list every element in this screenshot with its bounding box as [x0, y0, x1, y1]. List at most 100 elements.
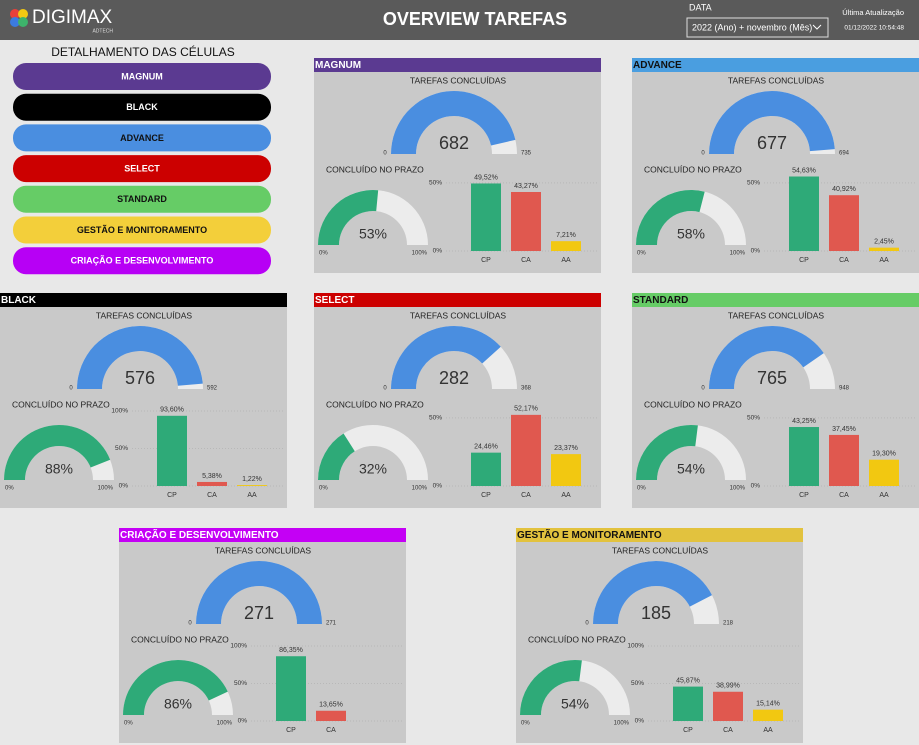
x-tick-label: CA	[839, 492, 849, 499]
update-value: 01/12/2022 10:54:48	[844, 25, 904, 32]
nav-button-label[interactable]: CRIAÇÃO E DESENVOLVIMENTO	[71, 256, 214, 266]
nav-button[interactable]	[13, 216, 271, 244]
x-tick-label: AA	[763, 727, 773, 734]
bar-value-label: 45,87%	[676, 677, 700, 684]
nav-button-label[interactable]: SELECT	[124, 163, 160, 173]
nav-button[interactable]	[13, 155, 271, 183]
x-tick-label: CP	[481, 492, 491, 499]
x-tick-label: AA	[879, 492, 889, 499]
gauge-min: 0	[383, 151, 387, 157]
gauge-min: 0%	[319, 486, 328, 492]
gauge-fill	[3, 424, 111, 480]
bar-value-label: 7,21%	[556, 232, 576, 239]
bar	[471, 452, 501, 486]
gauge-min: 0	[585, 621, 589, 627]
gauge-fill	[391, 325, 501, 389]
nav-button-label[interactable]: BLACK	[126, 102, 158, 112]
bar	[237, 485, 267, 486]
bar	[713, 691, 743, 721]
bar-value-label: 13,65%	[319, 702, 343, 709]
nav-button[interactable]	[13, 247, 271, 275]
x-tick-label: AA	[561, 257, 571, 264]
gauge-fill	[636, 190, 705, 245]
y-tick-label: 100%	[627, 643, 644, 650]
gauge-fill	[123, 659, 228, 715]
dropdown-arrow[interactable]	[812, 24, 822, 30]
prazo-label: CONCLUÍDO NO PRAZO	[528, 634, 626, 644]
gauge-max: 100%	[412, 486, 428, 492]
gauge-max: 100%	[412, 251, 428, 257]
x-tick-label: AA	[879, 257, 889, 264]
gauge-max: 592	[207, 386, 218, 392]
x-tick-label: CP	[799, 492, 809, 499]
header-title: OVERVIEW TAREFAS	[383, 9, 567, 29]
gauge-value: 185	[641, 603, 671, 623]
bar-value-label: 86,35%	[279, 647, 303, 654]
bar	[276, 656, 306, 721]
panel-title: BLACK	[1, 295, 37, 306]
gauge-max: 100%	[217, 721, 233, 727]
x-tick-label: AA	[247, 492, 257, 499]
bar	[789, 176, 819, 251]
gauge-value: 576	[125, 368, 155, 388]
bar-value-label: 93,60%	[160, 407, 184, 414]
nav-button[interactable]	[13, 185, 271, 213]
x-tick-label: CA	[521, 492, 531, 499]
gauge-value: 53%	[359, 226, 387, 242]
gauge-min: 0%	[637, 251, 646, 257]
gauge-max: 218	[723, 621, 734, 627]
nav-button[interactable]	[13, 63, 271, 90]
nav-button[interactable]	[13, 124, 271, 152]
prazo-label: CONCLUÍDO NO PRAZO	[12, 399, 110, 409]
date-label: DATA	[689, 2, 712, 12]
date-dropdown[interactable]	[686, 17, 829, 38]
bar-value-label: 23,37%	[554, 445, 578, 452]
nav-button[interactable]	[13, 93, 271, 121]
panel-title-bar	[314, 293, 601, 307]
bar-value-label: 43,25%	[792, 418, 816, 425]
bar	[471, 183, 501, 251]
bar-value-label: 2,45%	[874, 239, 894, 246]
panel-title-bar	[632, 58, 919, 72]
logo: DIGIMAX	[32, 7, 113, 28]
gauge-fill	[391, 91, 516, 154]
nav-button-label[interactable]: STANDARD	[117, 194, 167, 204]
bar	[511, 191, 541, 251]
bar	[673, 686, 703, 721]
nav-button-label[interactable]: MAGNUM	[121, 71, 163, 81]
y-tick-label: 0%	[238, 718, 248, 725]
gauge-max: 100%	[98, 486, 114, 492]
date-filter[interactable]: 2022 (Ano) + novembro (Mês)	[692, 22, 812, 32]
panel-title: STANDARD	[633, 295, 688, 306]
panel-title-bar	[632, 293, 919, 307]
gauge-max: 100%	[730, 251, 746, 257]
bar	[551, 241, 581, 251]
done-label: TAREFAS CONCLUÍDAS	[410, 310, 507, 320]
update-label: Última Atualização	[842, 8, 904, 17]
x-tick-label: CA	[326, 727, 336, 734]
gauge-value: 682	[439, 133, 469, 153]
x-tick-label: CA	[207, 492, 217, 499]
gauge-fill	[77, 326, 203, 389]
bar-value-label: 40,92%	[832, 186, 856, 193]
logo-dot	[18, 17, 28, 27]
gauge-max: 271	[326, 621, 337, 627]
bar	[789, 427, 819, 486]
bar	[197, 481, 227, 486]
bar	[157, 415, 187, 486]
bar-value-label: 19,30%	[872, 451, 896, 458]
nav-button-label[interactable]: ADVANCE	[120, 133, 164, 143]
gauge-fill	[196, 561, 322, 624]
bar-value-label: 24,46%	[474, 443, 498, 450]
nav-button-label[interactable]: GESTÃO E MONITORAMENTO	[77, 225, 207, 235]
gauge-max: 948	[839, 386, 850, 392]
gauge-value: 58%	[677, 226, 705, 242]
gauge-fill	[318, 189, 379, 245]
panel-title: GESTÃO E MONITORAMENTO	[517, 528, 662, 541]
panel-title-bar	[119, 528, 406, 542]
done-label: TAREFAS CONCLUÍDAS	[410, 75, 507, 85]
done-label: TAREFAS CONCLUÍDAS	[215, 545, 312, 555]
done-label: TAREFAS CONCLUÍDAS	[728, 310, 825, 320]
